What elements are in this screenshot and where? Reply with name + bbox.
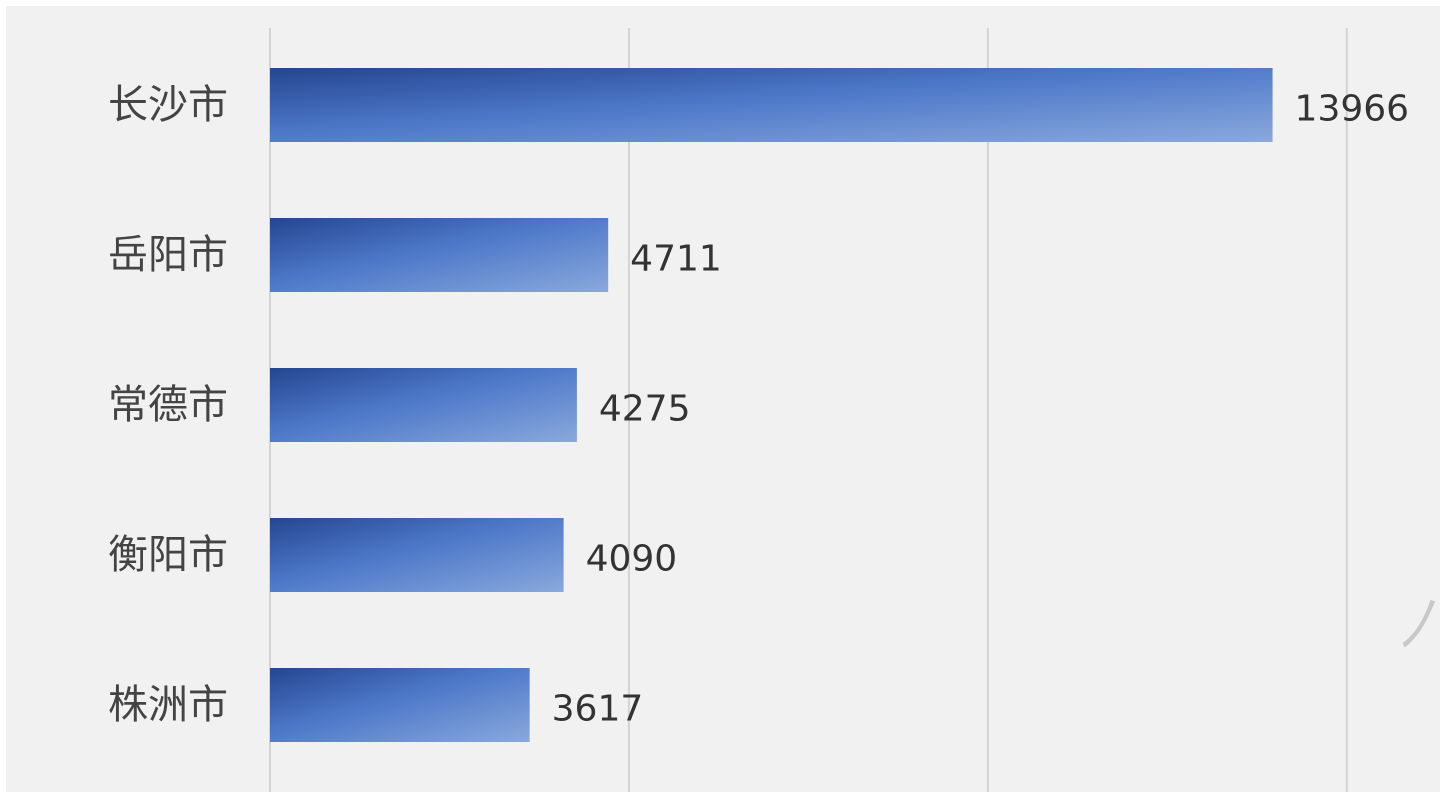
bar-3: [270, 368, 577, 442]
category-label-3: 常德市: [108, 382, 228, 428]
value-label-3: 4275: [599, 389, 691, 430]
value-label-1: 13966: [1295, 89, 1410, 130]
category-label-4: 衡阳市: [108, 532, 228, 578]
bar-chart: 长沙市 13966 岳阳市 4711 常德市 4275 衡阳市 4090 株洲市 3617 ﾉ: [108, 28, 1436, 792]
bar-2: [270, 218, 609, 292]
bar-4: [270, 518, 564, 592]
category-label-1: 长沙市: [108, 82, 228, 128]
bar-5: [270, 668, 530, 742]
category-label-2: 岳阳市: [108, 232, 228, 278]
watermark-mark: ﾉ: [1398, 588, 1436, 662]
category-label-5: 株洲市: [108, 682, 228, 728]
bar-1: [270, 68, 1273, 142]
chart-area: 长沙市 13966 岳阳市 4711 常德市 4275 衡阳市 4090 株洲市 3617 ﾉ: [6, 6, 1440, 792]
labels: 长沙市 13966 岳阳市 4711 常德市 4275 衡阳市 4090 株洲市 3617: [108, 82, 1409, 730]
value-label-2: 4711: [630, 239, 722, 280]
value-label-4: 4090: [586, 539, 678, 580]
bars: [270, 68, 1273, 742]
value-label-5: 3617: [552, 689, 644, 730]
